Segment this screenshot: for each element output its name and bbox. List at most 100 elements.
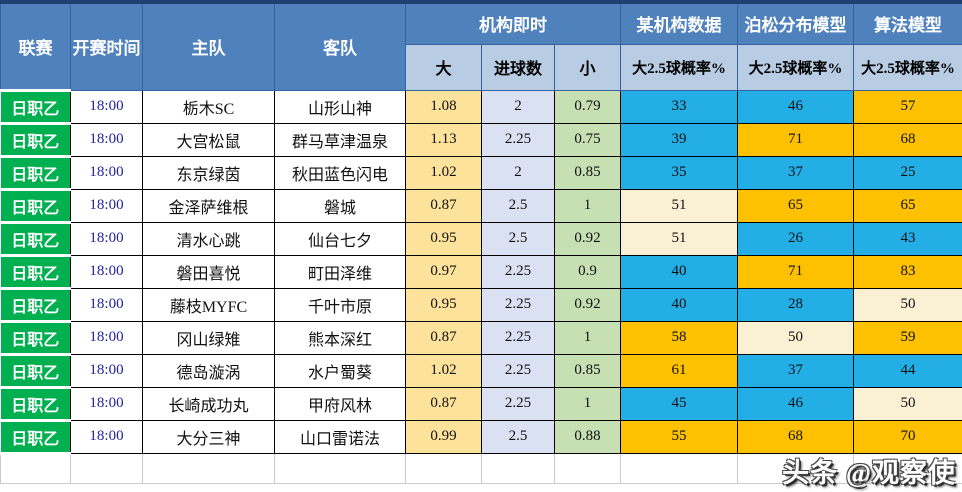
poisson-prob-cell: 71 bbox=[737, 254, 854, 289]
time-cell: 18:00 bbox=[70, 320, 143, 355]
over-odds-cell: 0.87 bbox=[405, 188, 482, 223]
under-odds-cell: 0.79 bbox=[554, 89, 621, 124]
table-row: 日职乙 18:00 德岛漩涡 水户蜀葵 1.02 2.25 0.85 61 37 44 bbox=[0, 352, 962, 389]
algo-prob-cell: 43 bbox=[853, 221, 962, 256]
time-cell: 18:00 bbox=[70, 89, 143, 124]
algo-prob-cell: 65 bbox=[853, 188, 962, 223]
algo-prob-cell: 83 bbox=[853, 254, 962, 289]
away-team-cell: 町田泽维 bbox=[274, 254, 406, 289]
away-team-cell: 秋田蓝色闪电 bbox=[274, 155, 406, 190]
poisson-prob-cell: 71 bbox=[737, 122, 854, 157]
table-row: 日职乙 18:00 金泽萨维根 磐城 0.87 2.5 1 51 65 65 bbox=[0, 187, 962, 224]
home-team-cell: 长崎成功丸 bbox=[142, 386, 275, 421]
time-cell: 18:00 bbox=[70, 419, 143, 454]
away-team-cell: 群马草津温泉 bbox=[274, 122, 406, 157]
table-body: 日职乙 18:00 栃木SC 山形山神 1.08 2 0.79 33 46 57 日职乙 18:00 大… bbox=[0, 88, 962, 484]
poisson-prob-cell: 50 bbox=[737, 320, 854, 355]
home-team-cell: 磐田喜悦 bbox=[142, 254, 275, 289]
league-cell: 日职乙 bbox=[0, 319, 71, 356]
league-cell: 日职乙 bbox=[0, 286, 71, 323]
empty-cell bbox=[737, 452, 854, 484]
home-team-cell: 栃木SC bbox=[142, 89, 275, 124]
away-team-cell: 山形山神 bbox=[274, 89, 406, 124]
goals-line-cell: 2.25 bbox=[481, 386, 555, 421]
league-cell: 日职乙 bbox=[0, 385, 71, 422]
over-odds-cell: 1.02 bbox=[405, 353, 482, 388]
table-row: 日职乙 18:00 磐田喜悦 町田泽维 0.97 2.25 0.9 40 71 83 bbox=[0, 253, 962, 290]
over-odds-cell: 0.99 bbox=[405, 419, 482, 454]
over-odds-cell: 1.02 bbox=[405, 155, 482, 190]
agency-prob-cell: 40 bbox=[620, 254, 738, 289]
algo-prob-cell: 70 bbox=[853, 419, 962, 454]
table-row: 日职乙 18:00 清水心跳 仙台七夕 0.95 2.5 0.92 51 26 43 bbox=[0, 220, 962, 257]
algo-prob-cell: 59 bbox=[853, 320, 962, 355]
poisson-prob-cell: 26 bbox=[737, 221, 854, 256]
table-row: 日职乙 18:00 东京绿茵 秋田蓝色闪电 1.02 2 0.85 35 37 25 bbox=[0, 154, 962, 191]
home-team-cell: 大宫松鼠 bbox=[142, 122, 275, 157]
home-team-cell: 大分三神 bbox=[142, 419, 275, 454]
empty-cell bbox=[620, 452, 738, 484]
league-cell: 日职乙 bbox=[0, 187, 71, 224]
over-odds-cell: 0.87 bbox=[405, 320, 482, 355]
goals-line-cell: 2.25 bbox=[481, 254, 555, 289]
col-header-agency-prob: 大2.5球概率% bbox=[620, 43, 738, 91]
time-cell: 18:00 bbox=[70, 353, 143, 388]
goals-line-cell: 2.25 bbox=[481, 287, 555, 322]
goals-line-cell: 2.25 bbox=[481, 320, 555, 355]
col-header-league: 联赛 bbox=[0, 0, 71, 91]
home-team-cell: 东京绿茵 bbox=[142, 155, 275, 190]
group-header-agency-data: 某机构数据 bbox=[620, 0, 738, 45]
empty-cell bbox=[142, 452, 275, 484]
time-cell: 18:00 bbox=[70, 221, 143, 256]
col-header-time: 开赛时间 bbox=[70, 0, 143, 91]
poisson-prob-cell: 28 bbox=[737, 287, 854, 322]
group-header-poisson-model: 泊松分布模型 bbox=[737, 0, 854, 45]
over-odds-cell: 0.87 bbox=[405, 386, 482, 421]
goals-line-cell: 2.5 bbox=[481, 188, 555, 223]
agency-prob-cell: 45 bbox=[620, 386, 738, 421]
group-header-institution-live: 机构即时 bbox=[405, 0, 621, 45]
poisson-prob-cell: 46 bbox=[737, 89, 854, 124]
agency-prob-cell: 51 bbox=[620, 221, 738, 256]
col-header-over: 大 bbox=[405, 43, 482, 91]
over-odds-cell: 1.08 bbox=[405, 89, 482, 124]
table-row: 日职乙 18:00 大分三神 山口雷诺法 0.99 2.5 0.88 55 68 70 bbox=[0, 418, 962, 455]
table-row: 日职乙 18:00 藤枝MYFC 千叶市原 0.95 2.25 0.92 40 28 50 bbox=[0, 286, 962, 323]
league-cell: 日职乙 bbox=[0, 220, 71, 257]
under-odds-cell: 0.92 bbox=[554, 287, 621, 322]
table-row: 日职乙 18:00 长崎成功丸 甲府风林 0.87 2.25 1 45 46 50 bbox=[0, 385, 962, 422]
over-odds-cell: 1.13 bbox=[405, 122, 482, 157]
col-header-away-team: 客队 bbox=[274, 0, 406, 91]
away-team-cell: 磐城 bbox=[274, 188, 406, 223]
poisson-prob-cell: 37 bbox=[737, 155, 854, 190]
home-team-cell: 冈山绿雉 bbox=[142, 320, 275, 355]
col-header-goals-line: 进球数 bbox=[481, 43, 555, 91]
empty-cell bbox=[405, 452, 482, 484]
agency-prob-cell: 55 bbox=[620, 419, 738, 454]
league-cell: 日职乙 bbox=[0, 121, 71, 158]
poisson-prob-cell: 65 bbox=[737, 188, 854, 223]
table-row: 日职乙 18:00 栃木SC 山形山神 1.08 2 0.79 33 46 57 bbox=[0, 88, 962, 125]
agency-prob-cell: 61 bbox=[620, 353, 738, 388]
over-odds-cell: 0.95 bbox=[405, 287, 482, 322]
away-team-cell: 水户蜀葵 bbox=[274, 353, 406, 388]
away-team-cell: 仙台七夕 bbox=[274, 221, 406, 256]
away-team-cell: 千叶市原 bbox=[274, 287, 406, 322]
empty-cell bbox=[853, 452, 962, 484]
empty-row bbox=[0, 452, 962, 484]
empty-cell bbox=[554, 452, 621, 484]
goals-line-cell: 2 bbox=[481, 155, 555, 190]
algo-prob-cell: 57 bbox=[853, 89, 962, 124]
col-header-poisson-prob: 大2.5球概率% bbox=[737, 43, 854, 91]
empty-cell bbox=[274, 452, 406, 484]
home-team-cell: 金泽萨维根 bbox=[142, 188, 275, 223]
poisson-prob-cell: 68 bbox=[737, 419, 854, 454]
over-odds-cell: 0.97 bbox=[405, 254, 482, 289]
poisson-prob-cell: 46 bbox=[737, 386, 854, 421]
empty-cell bbox=[481, 452, 555, 484]
goals-line-cell: 2.5 bbox=[481, 221, 555, 256]
table-row: 日职乙 18:00 冈山绿雉 熊本深红 0.87 2.25 1 58 50 59 bbox=[0, 319, 962, 356]
league-cell: 日职乙 bbox=[0, 253, 71, 290]
under-odds-cell: 0.75 bbox=[554, 122, 621, 157]
